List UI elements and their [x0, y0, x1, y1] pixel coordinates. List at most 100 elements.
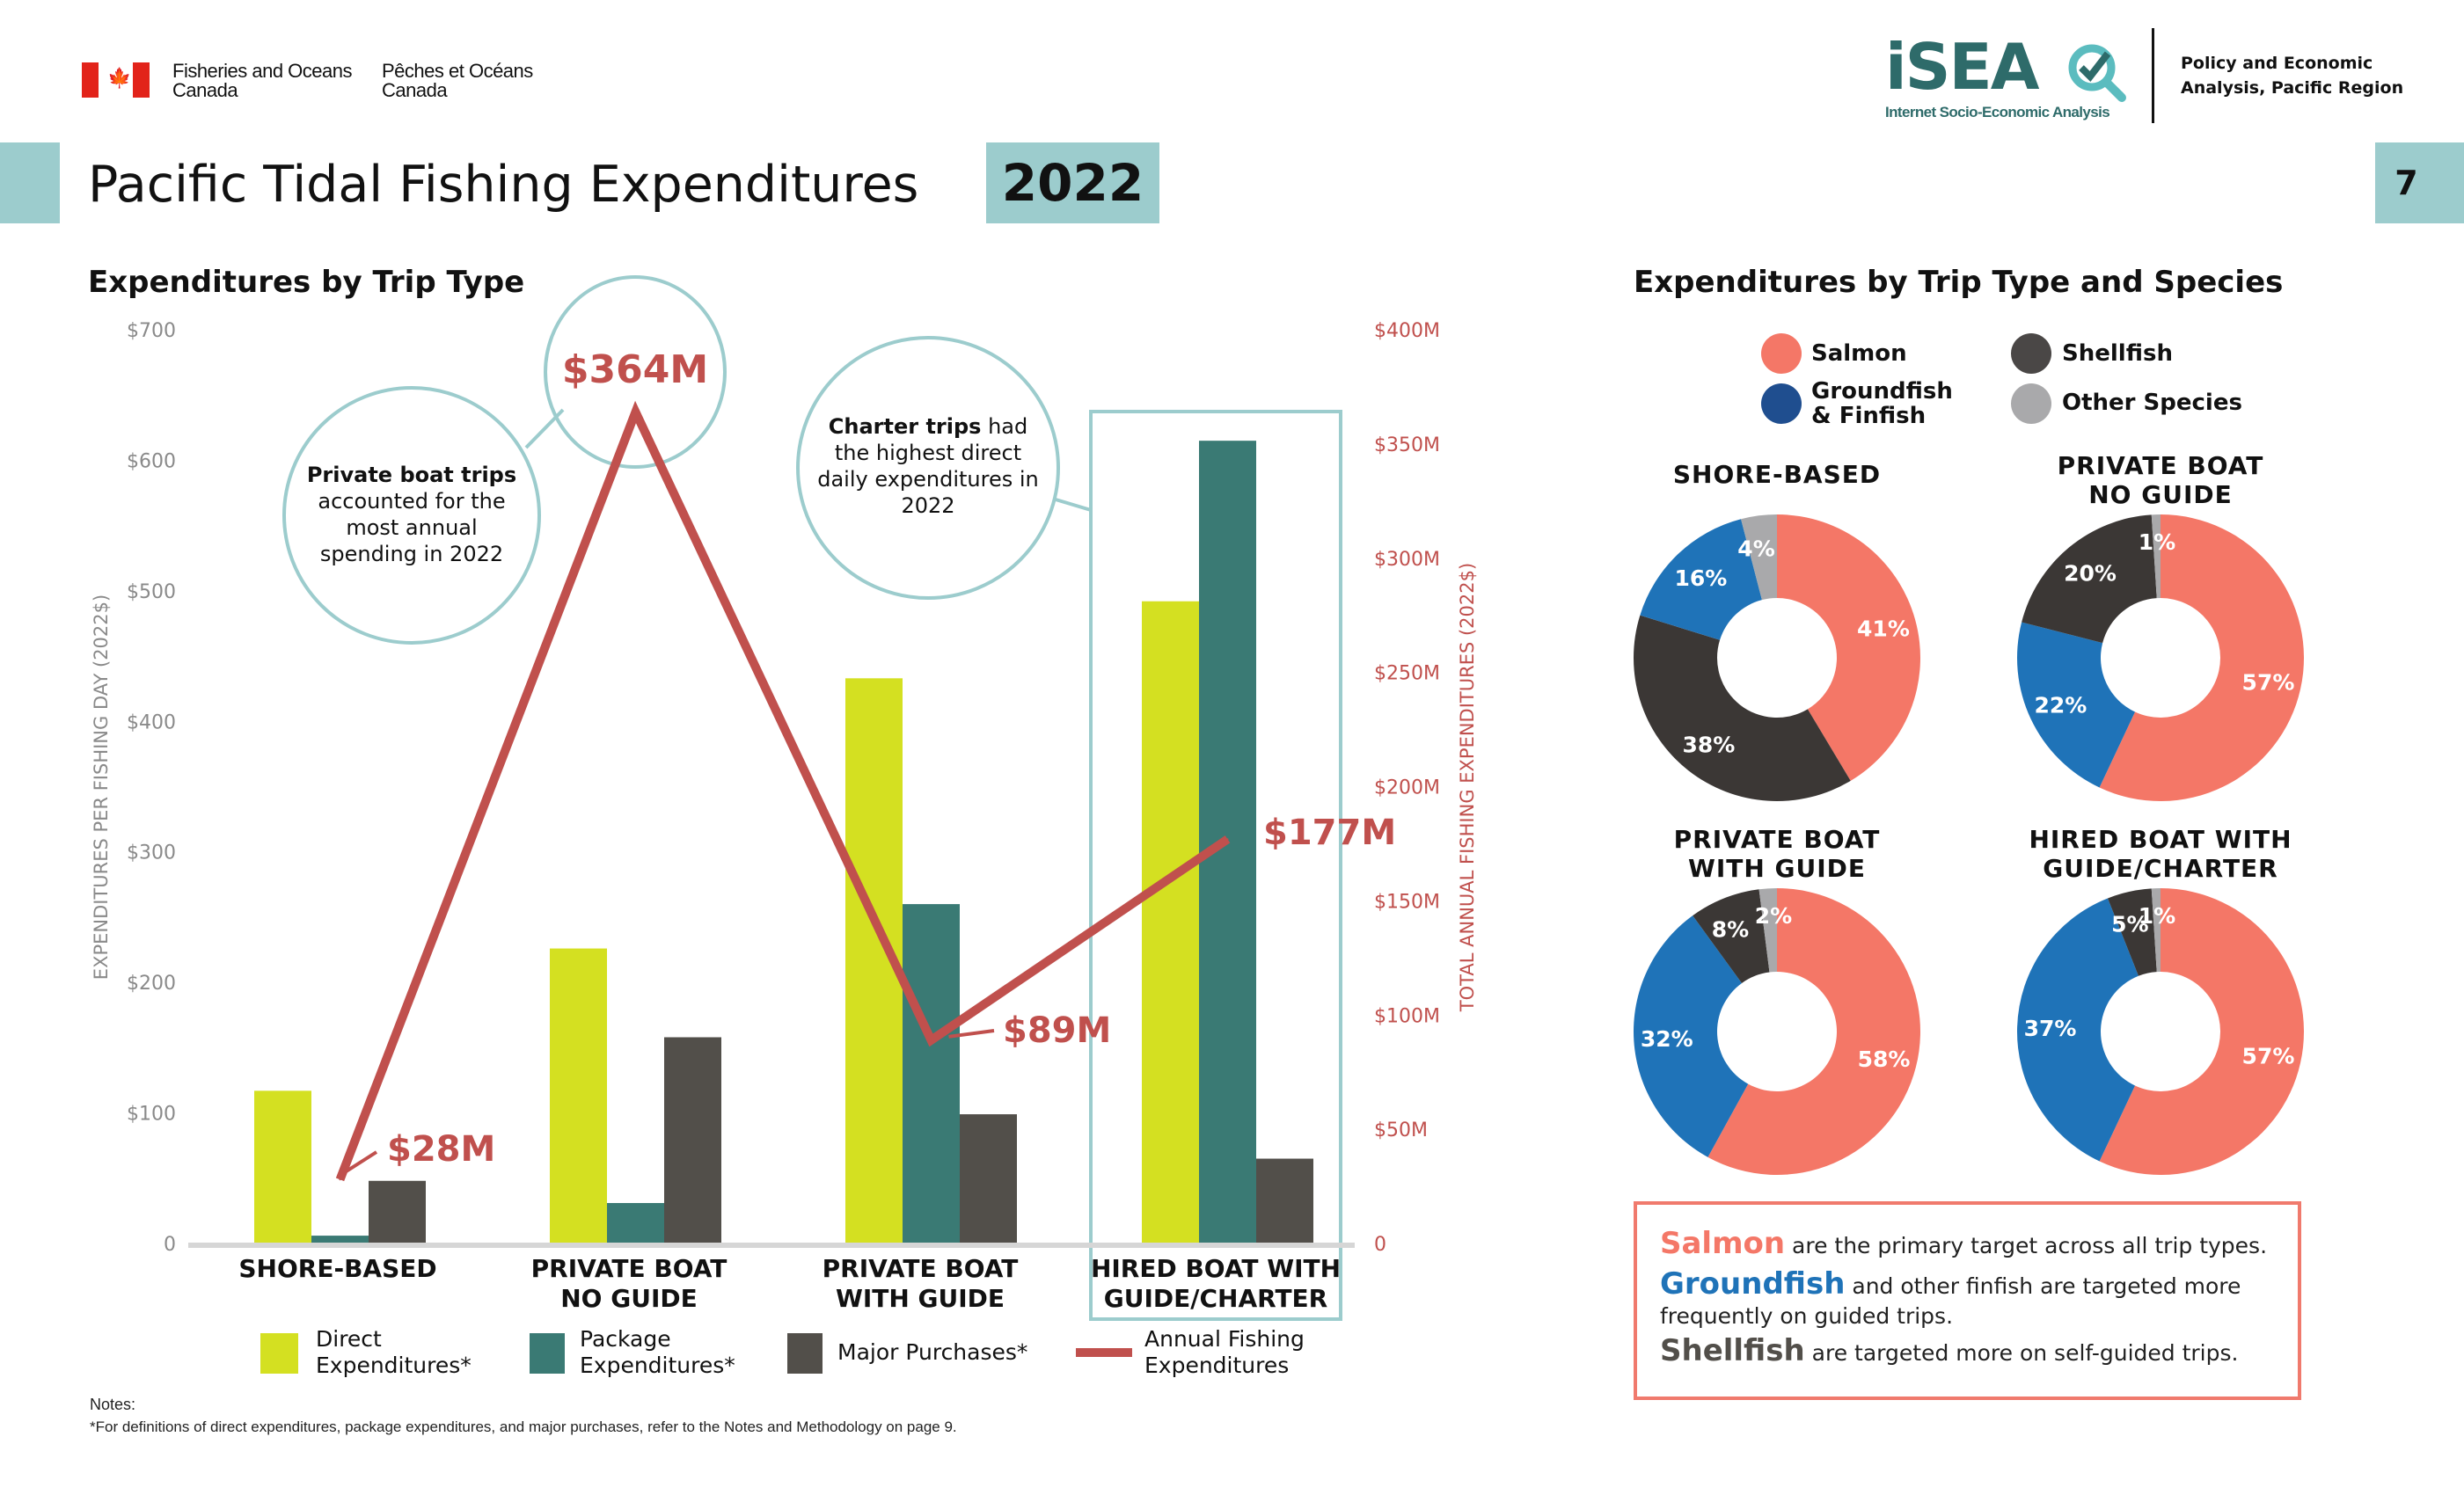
y-tick-label: $200: [127, 973, 176, 995]
y2-tick-label: $50M: [1374, 1119, 1428, 1141]
isea-logo: iSEA Internet Socio-Economic Analysis: [1885, 30, 2131, 125]
page-number: 7: [2375, 142, 2464, 223]
donut-slice-salmon: [1777, 514, 1920, 781]
y2-tick-label: $250M: [1374, 663, 1440, 685]
callout-connector: [1055, 498, 1092, 512]
y2-tick-label: $150M: [1374, 891, 1440, 913]
callout-charter-rest: had the highest direct daily expenditure…: [817, 414, 1039, 518]
category-label-hired: HIRED BOAT WITH GUIDE/CHARTER: [1090, 1254, 1342, 1313]
annual-point: [634, 411, 637, 413]
bar-major: [664, 1037, 721, 1243]
donut-percent-label: 57%: [2242, 669, 2295, 695]
donut-slice-groundfish: [2017, 898, 2139, 1162]
annual-point: [930, 1039, 932, 1041]
y-tick-label: $500: [127, 581, 176, 603]
legend-label-shellfish: Shellfish: [2062, 340, 2173, 367]
donut-percent-label: 16%: [1674, 565, 1727, 591]
y2-tick-label: $200M: [1374, 777, 1440, 799]
y2-tick-label: $400M: [1374, 320, 1440, 342]
donut-slice-shellfish: [1693, 889, 1770, 983]
bar-major: [369, 1180, 426, 1243]
annual-value-label: $28M: [387, 1129, 495, 1170]
callout-private-text: Private boat trips accounted for the mos…: [297, 462, 526, 567]
bar-direct: [254, 1090, 311, 1243]
y2-axis-title: TOTAL ANNUAL FISHING EXPENDITURES (2022$…: [1457, 563, 1478, 1012]
legend-label-annual: Annual Fishing Expenditures: [1144, 1326, 1305, 1378]
y-tick-label: $100: [127, 1104, 176, 1126]
y-tick-label: 0: [164, 1234, 176, 1256]
annual-value-label: $89M: [1003, 1010, 1111, 1051]
donut-slice-other: [2151, 514, 2161, 599]
legend-label-major: Major Purchases*: [837, 1339, 1028, 1365]
donut-percent-label: 5%: [2111, 912, 2148, 937]
bar-major: [1256, 1158, 1313, 1243]
bar-direct: [550, 948, 607, 1243]
callout-peak-label: $364M: [561, 347, 709, 392]
legend-swatch-direct: [260, 1333, 298, 1374]
y2-tick-label: $300M: [1374, 549, 1440, 571]
legend-dot-other: [2011, 383, 2051, 424]
callout-private-rest: accounted for the most annual spending i…: [318, 489, 506, 566]
donut-slice-groundfish: [1640, 519, 1762, 640]
title-accent-block: [0, 142, 60, 223]
logo-wordmark: iSEA: [1885, 30, 2039, 104]
region-line2: Analysis, Pacific Region: [2181, 78, 2404, 98]
donut-slice-shellfish: [1634, 615, 1851, 802]
region-line1: Policy and Economic: [2181, 54, 2373, 73]
donut-slice-shellfish: [2107, 888, 2157, 976]
org-fr-line1: Pêches et Océans: [382, 60, 533, 82]
donut-slice-groundfish: [2017, 622, 2136, 788]
pie-title-shore: SHORE-BASED: [1672, 460, 1882, 489]
legend-swatch-package: [530, 1333, 565, 1374]
legend-swatch-major: [787, 1333, 823, 1374]
bar-package: [607, 1202, 664, 1243]
donut-slice-salmon: [2099, 888, 2304, 1176]
bar-package: [311, 1236, 369, 1243]
donut-slice-shellfish: [2022, 514, 2157, 644]
y-axis-title: EXPENDITURES PER FISHING DAY (2022$): [91, 594, 112, 980]
donut-percent-label: 20%: [2064, 560, 2117, 586]
header-divider: [2152, 28, 2154, 123]
donut-percent-label: 32%: [1641, 1026, 1693, 1052]
donut-percent-label: 22%: [2035, 692, 2087, 718]
y-tick-label: $400: [127, 711, 176, 733]
legend-label-package: Package Expenditures*: [580, 1326, 735, 1378]
logo-subtitle: Internet Socio-Economic Analysis: [1885, 104, 2110, 120]
y2-tick-label: $100M: [1374, 1005, 1440, 1027]
donut-percent-label: 38%: [1682, 733, 1735, 758]
donut-percent-label: 1%: [2139, 903, 2175, 929]
annual-point: [339, 1178, 341, 1181]
org-name-french: Pêches et Océans Canada: [382, 62, 533, 100]
donut-percent-label: 57%: [2242, 1043, 2295, 1068]
callout-circle-private: [282, 386, 541, 645]
bar-direct: [1142, 601, 1199, 1243]
donut-slice-groundfish: [1633, 915, 1749, 1157]
summary-shellfish: Shellfish are targeted more on self-guid…: [1660, 1333, 2239, 1368]
category-label-private-no-guide: PRIVATE BOAT NO GUIDE: [530, 1254, 728, 1313]
donut-slice-other: [1741, 514, 1777, 601]
donut-percent-label: 2%: [1755, 903, 1792, 929]
donut-slice-other: [1758, 888, 1777, 973]
donut-percent-label: 1%: [2139, 529, 2175, 555]
legend-dot-salmon: [1761, 333, 1802, 374]
org-fr-line2: Canada: [382, 79, 448, 101]
summary-box: Salmon are the primary target across all…: [1634, 1201, 2301, 1400]
legend-label-salmon: Salmon: [1811, 340, 1907, 367]
donut-percent-label: 8%: [1712, 916, 1749, 942]
y2-tick-label: $350M: [1374, 434, 1440, 456]
pie-title-hired: HIRED BOAT WITH GUIDE/CHARTER: [2029, 825, 2292, 883]
donut-percent-label: 41%: [1857, 616, 1910, 642]
bar-major: [960, 1114, 1017, 1243]
callout-circle-peak: [544, 275, 727, 469]
donut-slice-salmon: [2099, 514, 2304, 802]
y-tick-label: $300: [127, 842, 176, 864]
legend-swatch-annual-line: [1076, 1348, 1132, 1357]
pie-title-private-with-guide: PRIVATE BOAT WITH GUIDE: [1673, 825, 1881, 883]
legend-dot-shellfish: [2011, 333, 2051, 374]
magnifier-check-icon: [2068, 44, 2126, 102]
notes-label: Notes:: [90, 1396, 136, 1413]
org-name-english: Fisheries and Oceans Canada: [172, 62, 353, 100]
bar-line-chart: 0 $100 $200 $300 $400 $500 $600 $700 0 $50M $100M $…: [91, 275, 1478, 1321]
callout-charter-text: Charter trips had the highest direct dai…: [809, 413, 1047, 519]
donut-slice-salmon: [1707, 888, 1920, 1175]
